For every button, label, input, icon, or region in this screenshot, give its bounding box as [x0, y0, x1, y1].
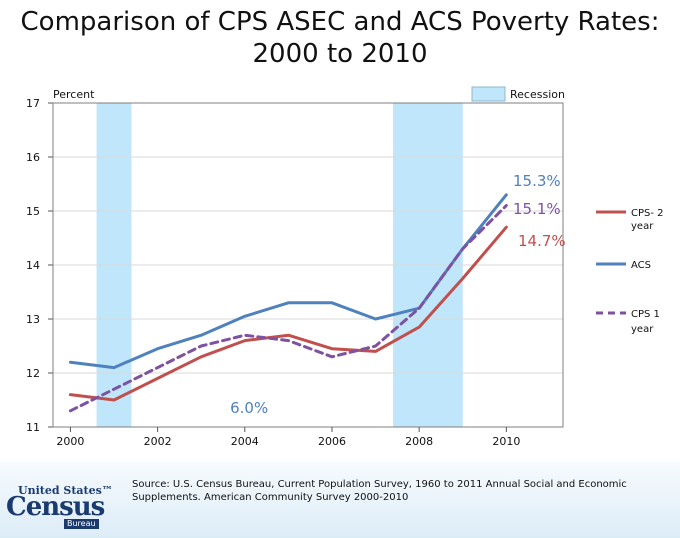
- series-line-3: [68, 204, 508, 413]
- logo-bureau-text: Bureau: [64, 519, 99, 529]
- y-tick-label-11: 11: [26, 421, 40, 434]
- recession-legend-label: Recession: [510, 88, 565, 101]
- legend-label-3: CPS 1: [631, 309, 660, 320]
- legend-label-1: CPS- 2: [631, 208, 664, 219]
- logo-main-text: Census: [6, 492, 105, 522]
- legend-label-2: ACS: [631, 260, 651, 271]
- y-tick-label-13: 13: [26, 313, 40, 326]
- series-end-label-2: 15.3%: [513, 172, 561, 190]
- x-tick-label-2000: 2000: [56, 435, 84, 448]
- series-end-label-3: 15.1%: [513, 200, 561, 218]
- x-tick-label-2002: 2002: [144, 435, 172, 448]
- source-note: Source: U.S. Census Bureau, Current Popu…: [132, 479, 627, 503]
- y-tick-label-17: 17: [26, 97, 40, 110]
- series-line-1: [68, 225, 508, 402]
- y-tick-label-14: 14: [26, 259, 40, 272]
- x-tick-label-2010: 2010: [492, 435, 520, 448]
- line-chart: 11 12 13 14 15 16 17 2000 2002 2004 2006 2008 2010 Pe…: [26, 86, 664, 448]
- legend-label-3-line2: year: [631, 324, 654, 335]
- logo-top-text: United States™: [18, 484, 113, 497]
- series-end-label-1: 14.7%: [518, 232, 566, 250]
- y-tick-label-16: 16: [26, 151, 40, 164]
- x-tick-label-2004: 2004: [231, 435, 259, 448]
- plot-frame: [52, 102, 564, 428]
- chart-title: Comparison of CPS ASEC and ACS Poverty R…: [20, 7, 660, 69]
- census-bureau-logo: United States™ Census Bureau: [4, 484, 124, 530]
- annotation-1: 6.0%: [230, 399, 268, 417]
- recession-legend-swatch: [471, 86, 506, 102]
- x-tick-label-2008: 2008: [405, 435, 433, 448]
- y-tick-label-15: 15: [26, 205, 40, 218]
- y-axis-label: Percent: [53, 88, 95, 101]
- y-tick-label-12: 12: [26, 367, 40, 380]
- footer-band: [0, 462, 680, 538]
- x-tick-label-2006: 2006: [318, 435, 346, 448]
- legend-label-1-line2: year: [631, 221, 654, 232]
